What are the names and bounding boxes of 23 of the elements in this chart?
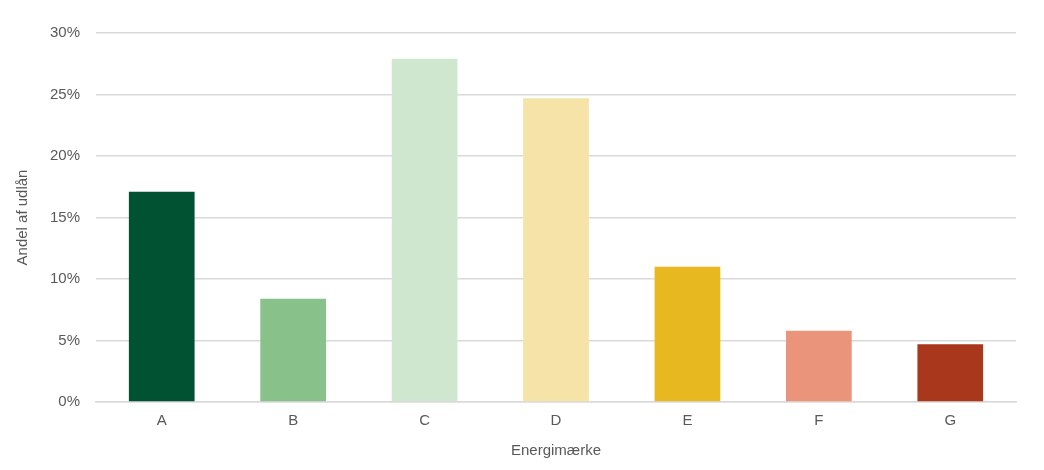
bar [260, 298, 327, 402]
x-tick-label: D [550, 411, 562, 429]
y-tick-label: 0% [58, 392, 81, 410]
y-axis-title: Andel af udlån [13, 169, 31, 266]
bar [391, 58, 458, 402]
x-axis-title: Energimærke [511, 441, 602, 459]
x-tick-label: C [419, 411, 431, 429]
bar [654, 266, 721, 402]
y-tick-label: 20% [49, 146, 81, 164]
y-tick-label: 15% [49, 207, 81, 225]
y-tick-label: 30% [49, 23, 81, 41]
bar [523, 98, 589, 402]
y-tick-label: 10% [49, 269, 81, 287]
x-tick-label: A [156, 411, 167, 429]
bar [917, 344, 984, 402]
x-tick-label: E [682, 411, 693, 429]
bar [786, 330, 852, 402]
x-tick-label: F [814, 411, 824, 429]
y-tick-label: 5% [58, 330, 81, 348]
bar [128, 191, 195, 402]
x-tick-label: B [288, 411, 299, 429]
x-tick-label: G [944, 411, 957, 429]
y-tick-label: 25% [49, 84, 81, 102]
